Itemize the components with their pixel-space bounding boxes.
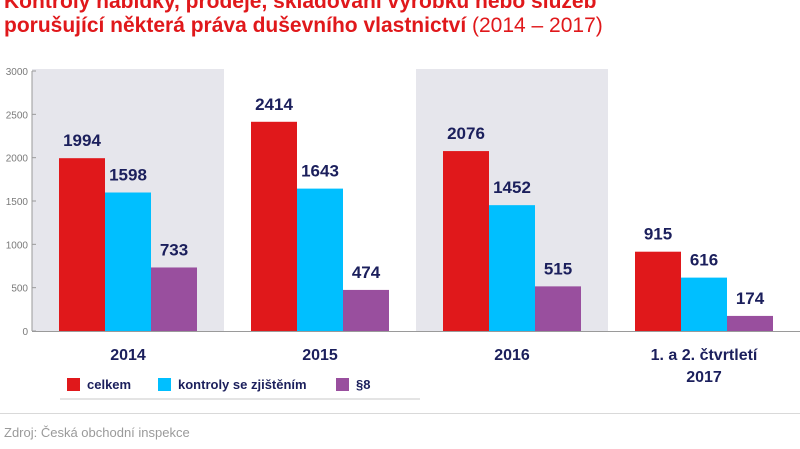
data-label: 915 [644, 225, 672, 244]
legend-label: kontroly se zjištěním [178, 377, 307, 392]
bar-kontroly se zjištěním-3 [681, 277, 727, 331]
data-label: 1598 [109, 166, 147, 185]
title-line-2: porušující některá práva duševního vlast… [4, 14, 800, 38]
bar-celkem-1 [251, 121, 297, 331]
bar-§8-2 [535, 286, 581, 331]
y-tick-label: 2500 [6, 110, 29, 121]
y-tick-label: 1500 [6, 197, 29, 208]
y-tick-label: 1000 [6, 240, 29, 251]
bar-celkem-0 [59, 158, 105, 331]
data-label: 515 [544, 259, 572, 278]
data-label: 2076 [447, 124, 485, 143]
bar-kontroly se zjištěním-2 [489, 205, 535, 331]
data-label: 2414 [255, 95, 293, 114]
bar-kontroly se zjištěním-1 [297, 188, 343, 331]
data-label: 616 [690, 251, 718, 270]
x-tick-label: 2017 [686, 369, 722, 386]
source-note: Zdroj: Česká obchodní inspekce [4, 425, 190, 440]
title-period: (2014 – 2017) [472, 14, 603, 37]
data-label: 733 [160, 240, 188, 259]
bar-chart: 0 500 1000 1500 2000 2500 3000 1994 1598 733 2014 2… [6, 67, 800, 400]
title-line-2-main: porušující některá práva duševního vlast… [4, 14, 467, 37]
bar-celkem-3 [635, 251, 681, 331]
legend-label: §8 [356, 377, 370, 392]
bar-celkem-2 [443, 151, 489, 331]
data-label: 1452 [493, 178, 531, 197]
data-label: 474 [352, 263, 381, 282]
x-tick-label: 1. a 2. čtvrtletí [651, 347, 758, 364]
x-tick-label: 2016 [494, 347, 530, 364]
y-tick-label: 0 [22, 327, 28, 338]
bar-§8-0 [151, 267, 197, 331]
data-label: 1643 [301, 162, 339, 181]
legend-label: celkem [87, 377, 131, 392]
bar-kontroly se zjištěním-0 [105, 192, 151, 331]
bar-§8-3 [727, 315, 773, 331]
x-tick-label: 2014 [110, 347, 146, 364]
data-label: 1994 [63, 131, 101, 150]
chart-title: Kontroly nabídky, prodeje, skladování vý… [4, 0, 800, 38]
legend-swatch-0 [67, 378, 80, 391]
y-tick-label: 500 [11, 284, 28, 295]
data-label: 174 [736, 289, 765, 308]
y-tick-label: 2000 [6, 154, 29, 165]
divider [0, 413, 800, 414]
legend-swatch-1 [158, 378, 171, 391]
title-line-1: Kontroly nabídky, prodeje, skladování vý… [4, 0, 597, 13]
bar-§8-1 [343, 289, 389, 331]
x-tick-label: 2015 [302, 347, 338, 364]
legend-swatch-2 [336, 378, 349, 391]
y-tick-label: 3000 [6, 67, 29, 78]
